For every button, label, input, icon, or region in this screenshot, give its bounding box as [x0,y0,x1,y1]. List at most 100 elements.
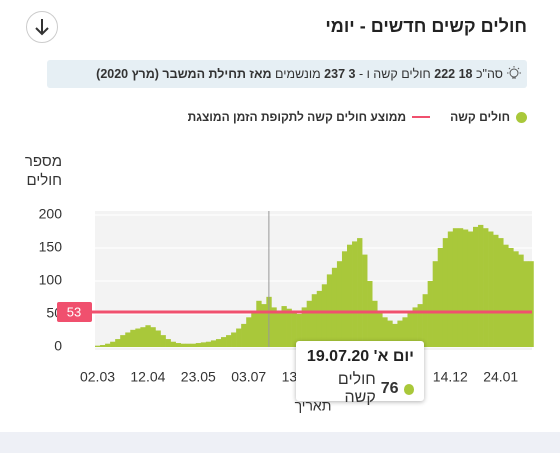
legend-label: חולים קשה [450,110,510,124]
bar [503,244,509,347]
bar [226,335,232,347]
arrow-icon [35,19,49,36]
bar [432,261,439,347]
bar [462,229,469,347]
bar [306,300,313,347]
bar [357,238,363,347]
bar [301,307,307,347]
bar [215,339,222,347]
legend-swatch [516,111,527,123]
bar [513,251,519,347]
bar [372,300,378,347]
bar [367,281,373,347]
info-prefix: סה"כ [476,67,503,81]
y-axis-title: מספר [25,153,62,170]
bar [331,267,338,347]
bar [347,244,353,347]
y-tick-label: 150 [39,239,63,255]
x-tick-label: 23.05 [181,369,216,385]
bar [321,284,328,347]
bar [145,325,151,347]
bar [442,238,449,347]
bar [170,341,176,347]
info-ventilated-label: מונשמים [275,67,321,81]
footer-strip [0,432,560,453]
bar [261,304,267,347]
bar [125,332,131,347]
x-tick-label: 02.03 [80,369,115,385]
tooltip-row: 76 חולים קשה [306,371,414,407]
bar [316,290,323,347]
bar [130,329,136,347]
bar [412,307,418,347]
bar [135,328,141,347]
bar [190,343,197,347]
download-button[interactable] [26,11,58,43]
bar [336,261,343,347]
bar [508,248,514,347]
bar [221,337,227,347]
bar [155,330,161,347]
info-total-severe: 18 222 [434,67,473,81]
y-tick-label: 100 [39,272,63,288]
bar [473,226,479,347]
bar [528,261,534,347]
tooltip-swatch [403,383,414,395]
y-tick-label: 0 [54,338,62,354]
bar [488,231,494,347]
bar [452,228,459,347]
x-tick-label: 24.01 [483,369,518,385]
bar [417,304,423,347]
x-axis-title: תאריך [295,398,332,414]
info-total-ventilated: 3 237 [324,67,356,81]
bar [407,310,413,347]
bar [392,323,398,347]
chart-title: חולים קשים חדשים - יומי [325,16,527,36]
average-badge [57,302,92,323]
bar [105,343,111,347]
y-tick-label: 200 [39,206,63,222]
bar [241,323,247,347]
bar [422,294,428,347]
bar [377,310,383,347]
bar [483,228,489,347]
bar [362,254,368,347]
bar [236,328,242,347]
bar [296,314,302,347]
bar [467,231,474,347]
x-tick-label: 14.12 [433,369,468,385]
info-since: מאז תחילת המשבר (מרץ 2020) [96,67,272,81]
bar [231,332,237,347]
bar [140,327,146,347]
bulb-icon [507,66,521,79]
bar [281,306,287,347]
bar [352,241,358,347]
bar [518,254,524,347]
bar [437,248,444,347]
tooltip-value: 76 [380,380,399,397]
bar [291,310,297,347]
x-tick-label: 03.07 [231,369,266,385]
bar [447,231,454,347]
bar [427,281,433,347]
bar [256,300,262,347]
bar [195,343,202,347]
bar [493,234,499,347]
info-severe-label: חולים קשה ו - [358,67,431,81]
tooltip: יום א' 19.07.20 76 חולים קשה [296,341,424,406]
tooltip-label: חולים קשה [337,371,376,406]
bar [498,238,504,347]
legend-swatch [412,116,431,118]
bar [210,340,217,347]
bar [120,335,126,347]
bar [478,224,484,347]
bar [180,343,187,347]
bar [402,317,408,347]
bar [205,341,212,347]
bar [523,261,529,347]
bar [115,339,121,347]
bar [382,317,388,347]
bar [160,335,166,347]
